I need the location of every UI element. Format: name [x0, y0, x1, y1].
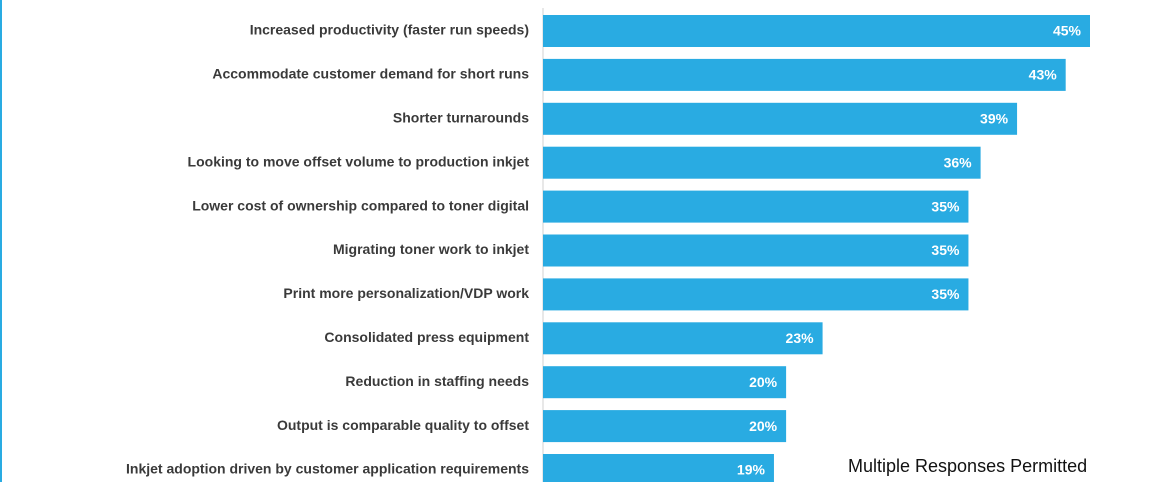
value-label: 20%: [749, 374, 778, 390]
bar: [543, 146, 981, 179]
bar: [543, 454, 774, 482]
category-label: Inkjet adoption driven by customer appli…: [126, 461, 529, 477]
value-label: 35%: [931, 242, 960, 258]
category-label: Print more personalization/VDP work: [283, 285, 529, 301]
bar: [543, 410, 787, 443]
value-label: 45%: [1053, 23, 1082, 39]
value-label: 35%: [931, 198, 960, 214]
bar: [543, 234, 969, 267]
value-label: 19%: [737, 462, 766, 478]
value-label: 39%: [980, 111, 1009, 127]
annotation: Multiple Responses Permitted: [848, 456, 1087, 476]
category-label: Reduction in staffing needs: [345, 373, 529, 389]
category-label: Increased productivity (faster run speed…: [250, 22, 529, 38]
category-label: Looking to move offset volume to product…: [188, 153, 530, 169]
category-label: Lower cost of ownership compared to tone…: [192, 197, 529, 213]
value-label: 35%: [931, 286, 960, 302]
bar: [543, 58, 1066, 91]
category-label: Output is comparable quality to offset: [277, 417, 529, 433]
value-label: 20%: [749, 418, 778, 434]
value-label: 23%: [786, 330, 815, 346]
bar: [543, 366, 787, 399]
value-label: 36%: [944, 154, 973, 170]
bar: [543, 322, 823, 355]
bar: [543, 190, 969, 223]
bar: [543, 15, 1090, 47]
bar: [543, 278, 969, 311]
bar: [543, 102, 1018, 135]
category-label: Migrating toner work to inkjet: [333, 241, 529, 257]
category-label: Consolidated press equipment: [324, 329, 529, 345]
value-label: 43%: [1029, 67, 1058, 83]
category-label: Shorter turnarounds: [393, 110, 529, 126]
category-label: Accommodate customer demand for short ru…: [212, 66, 529, 82]
